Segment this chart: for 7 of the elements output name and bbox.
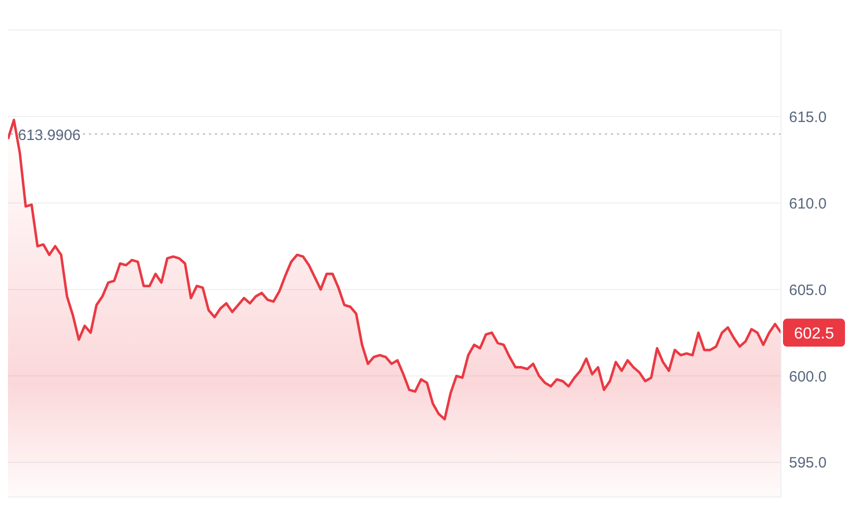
y-tick-label: 600.0 bbox=[789, 368, 827, 386]
y-tick-label: 605.0 bbox=[789, 282, 827, 299]
y-tick-label: 615.0 bbox=[789, 108, 827, 126]
ref-line-label: 613.9906 bbox=[18, 126, 81, 144]
y-tick-label: 595.0 bbox=[789, 454, 827, 472]
text: 602.5 bbox=[794, 326, 834, 343]
y-tick-label: 610.0 bbox=[789, 195, 827, 212]
